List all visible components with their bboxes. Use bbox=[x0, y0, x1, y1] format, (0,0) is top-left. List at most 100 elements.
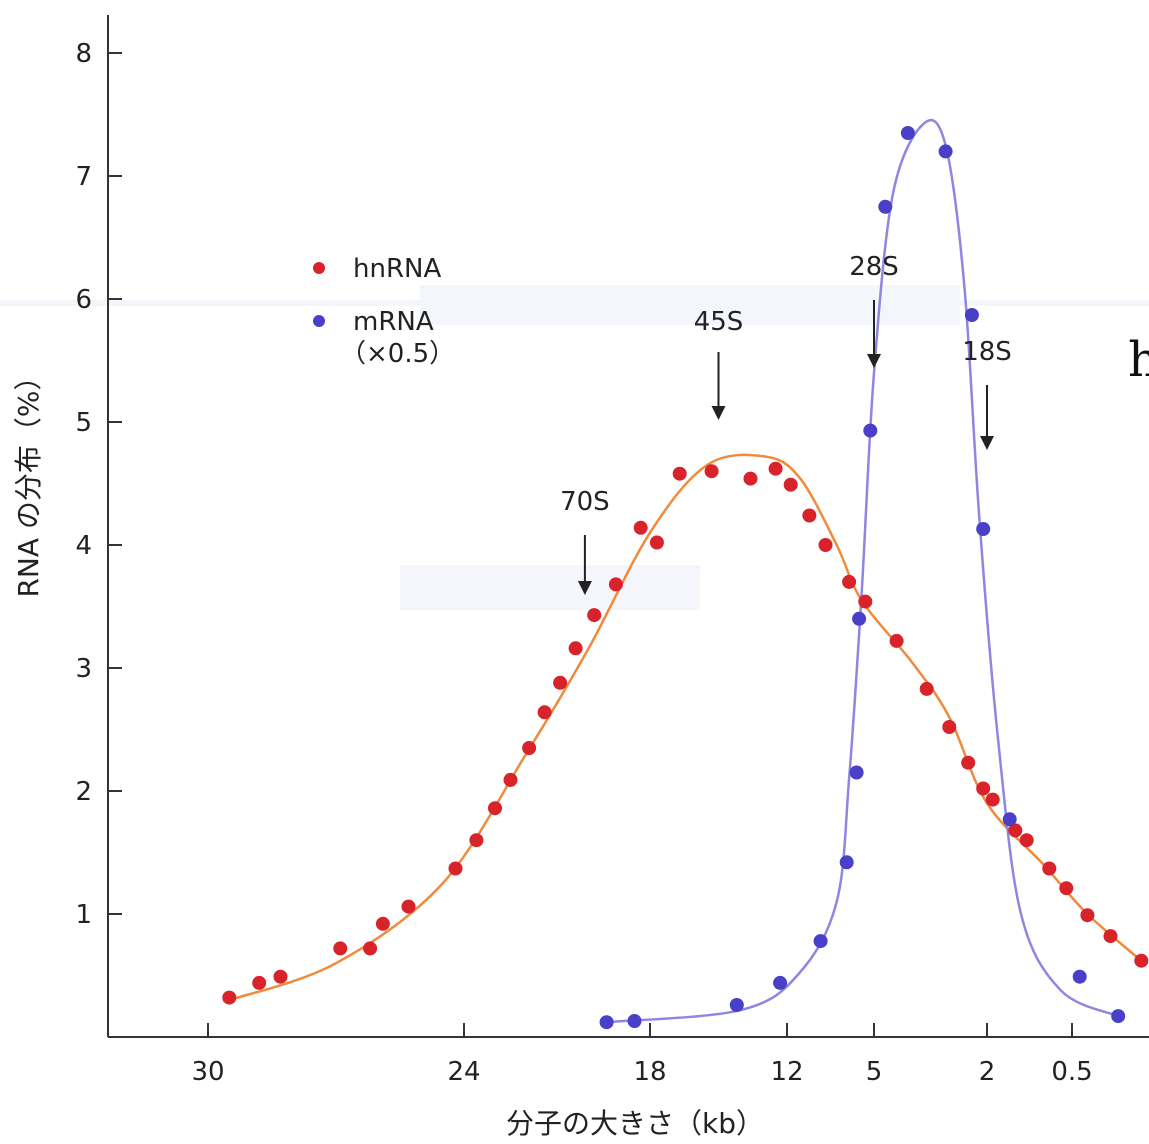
point-hnrna-27 bbox=[858, 594, 873, 609]
legend-marker-hnrna bbox=[313, 262, 325, 274]
point-mrna-3 bbox=[773, 975, 788, 990]
y-tick-label-6: 6 bbox=[75, 285, 92, 315]
point-hnrna-15 bbox=[587, 608, 602, 623]
x-tick-label-2: 2 bbox=[979, 1057, 996, 1087]
x-tick-label-24: 24 bbox=[447, 1057, 480, 1087]
y-axis-title: RNA の分布（%） bbox=[12, 362, 45, 597]
point-mrna-7 bbox=[852, 611, 867, 626]
point-hnrna-34 bbox=[1008, 823, 1023, 838]
point-hnrna-37 bbox=[1059, 881, 1074, 896]
point-mrna-12 bbox=[964, 308, 979, 322]
annotations: 70S 45S 28S 18S bbox=[560, 252, 1012, 595]
point-hnrna-23 bbox=[783, 477, 798, 492]
point-mrna-14 bbox=[1002, 812, 1017, 827]
curve-hnrna bbox=[228, 453, 1143, 1002]
point-hnrna-40 bbox=[1134, 953, 1149, 968]
point-hnrna-16 bbox=[608, 577, 623, 592]
series-points bbox=[222, 126, 1149, 1030]
point-hnrna-28 bbox=[889, 633, 904, 648]
point-hnrna-8 bbox=[469, 833, 484, 848]
legend-label-mrna: mRNA bbox=[353, 307, 434, 337]
y-tick-label-5: 5 bbox=[75, 408, 92, 438]
x-tick-label-0.5: 0.5 bbox=[1051, 1057, 1092, 1087]
point-hnrna-13 bbox=[553, 675, 568, 690]
point-hnrna-24 bbox=[802, 508, 817, 523]
x-tick-label-18: 18 bbox=[633, 1057, 666, 1087]
annotation-label-18s: 18S bbox=[962, 337, 1012, 367]
x-tick-label-12: 12 bbox=[770, 1057, 803, 1087]
point-mrna-15 bbox=[1072, 969, 1087, 984]
legend: hnRNA mRNA （×0.5） bbox=[313, 254, 455, 369]
point-hnrna-4 bbox=[363, 941, 378, 956]
point-mrna-11 bbox=[938, 144, 953, 159]
point-hnrna-39 bbox=[1103, 929, 1118, 944]
point-hnrna-6 bbox=[401, 899, 416, 914]
point-mrna-1 bbox=[627, 1014, 642, 1028]
point-hnrna-11 bbox=[522, 741, 537, 755]
background-artifacts bbox=[0, 285, 1149, 610]
annotation-arrow-head-28s bbox=[867, 354, 881, 368]
point-hnrna-7 bbox=[448, 861, 463, 876]
point-mrna-9 bbox=[878, 199, 893, 214]
x-ticks: 30 24 18 12 5 2 0.5 bbox=[191, 1023, 1093, 1087]
point-mrna-4 bbox=[813, 934, 828, 949]
annotation-arrow-head-45s bbox=[711, 406, 726, 420]
point-hnrna-30 bbox=[942, 720, 957, 734]
point-mrna-5 bbox=[839, 855, 854, 870]
point-hnrna-1 bbox=[252, 975, 267, 990]
point-mrna-2 bbox=[729, 998, 744, 1012]
point-hnrna-3 bbox=[333, 941, 348, 956]
point-hnrna-31 bbox=[961, 755, 976, 770]
point-hnrna-21 bbox=[743, 471, 758, 486]
legend-label-mrna-scale: （×0.5） bbox=[340, 339, 455, 369]
axes bbox=[107, 15, 1149, 1038]
y-tick-label-7: 7 bbox=[75, 162, 92, 192]
point-hnrna-17 bbox=[633, 520, 648, 535]
y-tick-label-3: 3 bbox=[75, 654, 92, 684]
point-hnrna-2 bbox=[273, 969, 288, 984]
point-hnrna-9 bbox=[488, 801, 502, 816]
point-mrna-8 bbox=[863, 423, 878, 438]
point-hnrna-18 bbox=[649, 535, 664, 550]
annotation-label-28s: 28S bbox=[849, 252, 899, 282]
annotation-label-70s: 70S bbox=[560, 487, 610, 517]
legend-label-hnrna: hnRNA bbox=[353, 254, 441, 284]
point-hnrna-14 bbox=[568, 641, 583, 656]
point-hnrna-22 bbox=[768, 461, 783, 476]
point-hnrna-35 bbox=[1019, 833, 1034, 848]
point-mrna-6 bbox=[849, 765, 864, 780]
point-hnrna-25 bbox=[818, 538, 833, 552]
point-hnrna-33 bbox=[985, 792, 1000, 807]
point-hnrna-12 bbox=[537, 705, 552, 720]
point-hnrna-20 bbox=[704, 464, 719, 479]
point-hnrna-29 bbox=[919, 681, 934, 696]
y-tick-label-2: 2 bbox=[75, 777, 92, 807]
y-tick-label-8: 8 bbox=[75, 39, 92, 69]
point-hnrna-36 bbox=[1042, 861, 1057, 876]
series-curves bbox=[228, 118, 1143, 1024]
x-axis-title: 分子の大きさ（kb） bbox=[506, 1107, 764, 1140]
annotation-arrow-head-70s bbox=[577, 581, 592, 595]
point-mrna-0 bbox=[599, 1015, 614, 1030]
y-tick-label-4: 4 bbox=[75, 531, 92, 561]
edge-fragment-text: h bbox=[1128, 332, 1149, 388]
x-tick-label-5: 5 bbox=[866, 1057, 883, 1087]
point-hnrna-5 bbox=[375, 916, 390, 931]
annotation-label-45s: 45S bbox=[694, 307, 744, 337]
point-hnrna-10 bbox=[503, 772, 518, 787]
annotation-arrow-head-18s bbox=[980, 436, 994, 450]
point-mrna-16 bbox=[1111, 1009, 1126, 1024]
point-mrna-10 bbox=[900, 126, 915, 140]
curve-mrna bbox=[606, 118, 1119, 1024]
point-hnrna-0 bbox=[222, 990, 237, 1005]
y-ticks: 1 2 3 4 5 6 7 8 bbox=[75, 39, 122, 930]
y-tick-label-1: 1 bbox=[75, 900, 92, 930]
point-hnrna-19 bbox=[672, 466, 687, 481]
x-tick-label-30: 30 bbox=[191, 1057, 224, 1087]
point-hnrna-32 bbox=[976, 781, 991, 796]
point-mrna-13 bbox=[976, 522, 991, 536]
point-hnrna-38 bbox=[1080, 908, 1095, 923]
point-hnrna-26 bbox=[842, 574, 857, 589]
legend-marker-mrna bbox=[313, 315, 325, 327]
